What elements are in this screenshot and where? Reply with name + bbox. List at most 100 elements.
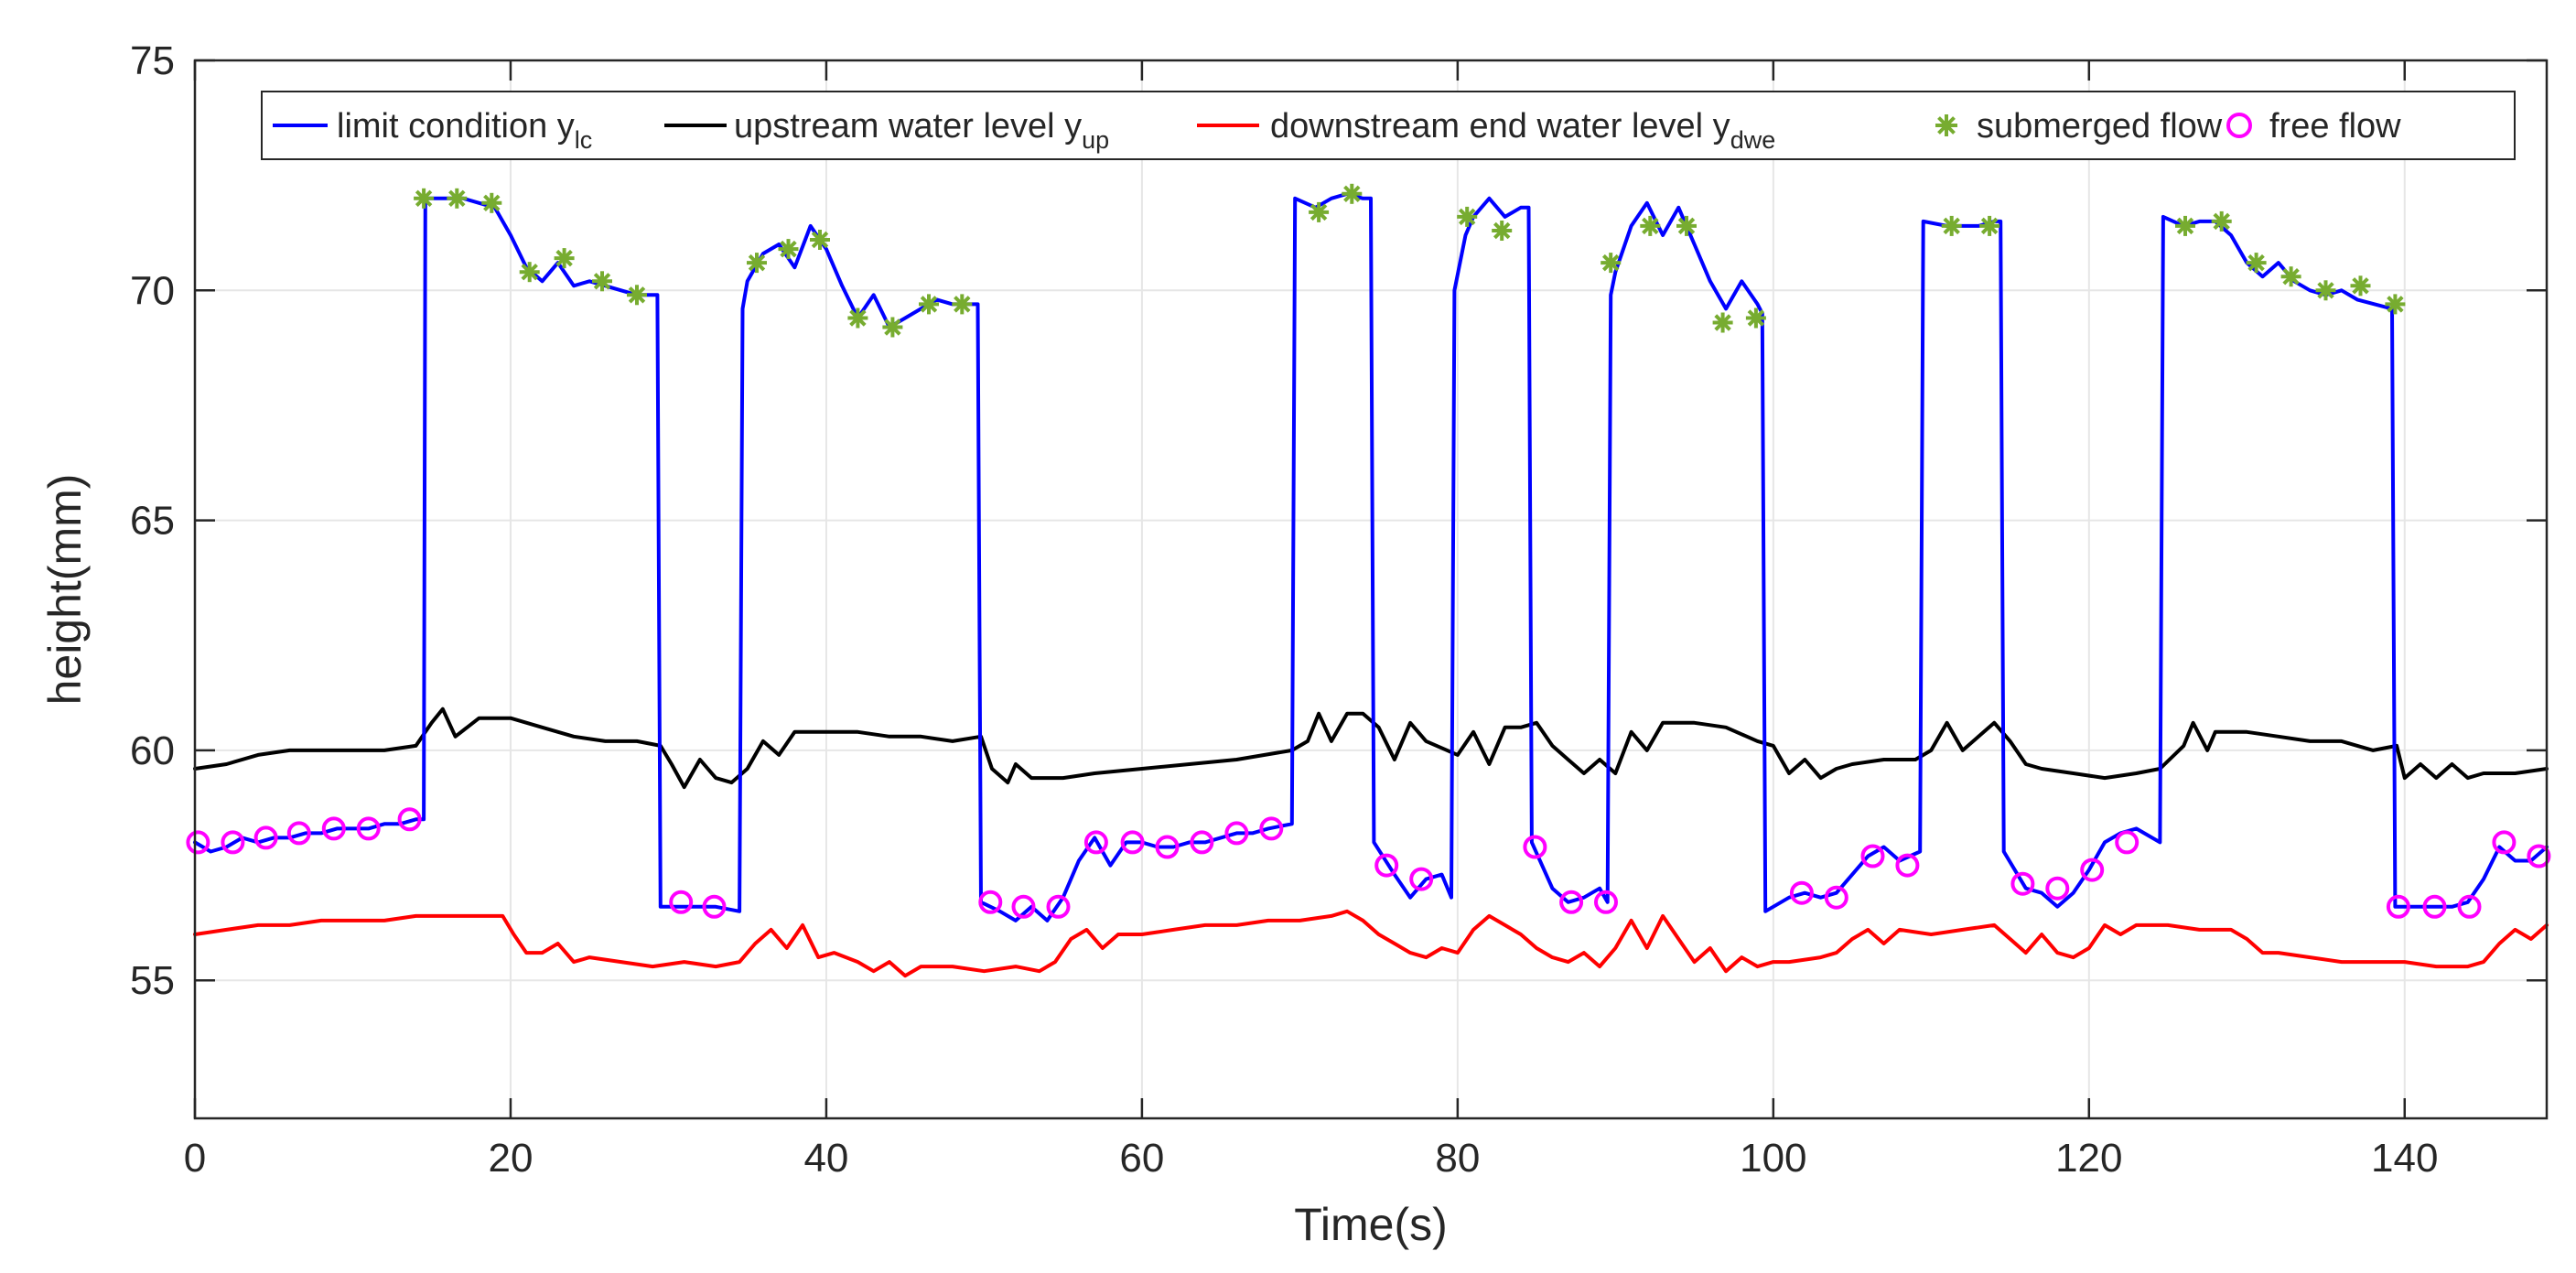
submerged-flow-marker <box>1979 215 2000 236</box>
free-flow-marker <box>1155 835 1180 859</box>
free-flow-marker <box>397 807 422 832</box>
submerged-flow-marker <box>2175 215 2195 236</box>
submerged-flow-marker <box>1601 253 1622 274</box>
legend-marker-free-flow <box>2226 113 2252 138</box>
submerged-flow-marker <box>414 188 435 209</box>
legend-marker-submerged-flow <box>1935 114 1957 136</box>
submerged-flow-marker <box>1640 215 1661 236</box>
legend-label-limit-condition-sub: lc <box>575 126 593 154</box>
free-flow-marker <box>702 894 727 919</box>
free-flow-marker <box>1860 844 1885 868</box>
submerged-flow-marker <box>847 307 868 329</box>
x-tick-label: 20 <box>488 1136 533 1181</box>
free-flow-marker <box>1824 885 1848 910</box>
submerged-flow-marker <box>481 192 502 213</box>
y-axis-title: height(mm) <box>39 474 91 706</box>
marker-layer <box>186 183 2551 919</box>
x-tick-label: 100 <box>1740 1136 1806 1181</box>
free-flow-marker <box>1594 890 1618 914</box>
free-flow-marker <box>1559 890 1584 914</box>
free-flow-marker <box>1190 830 1214 855</box>
free-flow-marker <box>1374 853 1399 878</box>
submerged-flow-marker <box>919 294 939 315</box>
submerged-flow-marker <box>519 262 540 283</box>
submerged-flow-marker <box>1457 206 1478 227</box>
free-flow-marker <box>1409 867 1434 891</box>
submerged-flow-marker <box>592 271 612 292</box>
x-tick-label: 0 <box>184 1136 206 1181</box>
submerged-flow-marker <box>447 188 468 209</box>
legend-label-downstream-main: downstream end water level y <box>1270 107 1730 146</box>
free-flow-marker <box>2010 871 2035 896</box>
submerged-flow-marker <box>1342 183 1363 204</box>
legend: limit condition ylc upstream water level… <box>261 91 2516 160</box>
x-axis-title: Time(s) <box>1294 1199 1448 1250</box>
x-tick-label: 140 <box>2371 1136 2438 1181</box>
submerged-flow-marker <box>2385 294 2406 315</box>
free-flow-marker <box>253 825 278 850</box>
legend-label-limit-condition-main: limit condition y <box>337 107 575 146</box>
free-flow-marker <box>669 890 694 914</box>
legend-box <box>261 91 2516 160</box>
y-tick-label: 60 <box>130 728 175 773</box>
free-flow-marker <box>1011 894 1036 919</box>
submerged-flow-marker <box>2350 275 2371 297</box>
legend-label-downstream: downstream end water level ydwe <box>1270 107 1775 154</box>
x-tick-label: 60 <box>1119 1136 1164 1181</box>
submerged-flow-marker <box>1676 215 1697 236</box>
free-flow-marker <box>1523 835 1547 859</box>
submerged-flow-marker <box>627 285 647 306</box>
submerged-flow-marker <box>2246 253 2267 274</box>
submerged-flow-marker <box>952 294 973 315</box>
submerged-flow-marker <box>747 253 767 274</box>
free-flow-marker <box>221 830 245 855</box>
x-tick-label: 120 <box>2055 1136 2122 1181</box>
submerged-flow-marker <box>1712 312 1733 333</box>
legend-label-downstream-sub: dwe <box>1730 126 1776 154</box>
submerged-flow-marker <box>1492 221 1513 241</box>
free-flow-marker <box>2457 894 2482 919</box>
free-flow-marker <box>978 890 1003 914</box>
submerged-flow-marker <box>1745 307 1766 329</box>
legend-label-upstream-sub: up <box>1082 126 1109 154</box>
free-flow-marker <box>1789 880 1814 905</box>
ticks <box>193 59 2547 1118</box>
free-flow-marker <box>2386 894 2410 919</box>
free-flow-marker <box>2045 876 2070 901</box>
legend-label-limit-condition: limit condition ylc <box>337 107 592 154</box>
free-flow-marker <box>1224 821 1249 846</box>
free-flow-marker <box>356 816 381 841</box>
submerged-flow-marker <box>810 230 830 250</box>
submerged-flow-marker <box>2211 210 2232 232</box>
free-flow-marker <box>286 821 311 846</box>
submerged-flow-marker <box>554 248 575 269</box>
plot-area-border <box>193 59 2549 1120</box>
series-line-upstream <box>193 707 2549 790</box>
y-tick-label: 65 <box>130 499 175 544</box>
submerged-flow-marker <box>778 239 799 260</box>
legend-label-free-flow: free flow <box>2269 107 2401 146</box>
submerged-flow-marker <box>2280 266 2301 287</box>
free-flow-marker <box>2492 830 2517 855</box>
x-tick-label: 40 <box>803 1136 848 1181</box>
legend-label-submerged-flow: submerged flow <box>1977 107 2223 146</box>
y-tick-label: 70 <box>130 268 175 313</box>
series-line-downstream <box>193 909 2549 978</box>
x-tick-label: 80 <box>1435 1136 1480 1181</box>
free-flow-marker <box>2080 858 2105 882</box>
tick-labels: 0 20 40 60 80 100 120 140 55 60 65 70 75 <box>130 38 2438 1181</box>
y-tick-label: 75 <box>130 38 175 83</box>
free-flow-marker <box>186 830 210 855</box>
free-flow-marker <box>321 816 346 841</box>
free-flow-marker <box>1120 830 1145 855</box>
submerged-flow-marker <box>1941 215 1962 236</box>
free-flow-marker <box>1046 894 1071 919</box>
free-flow-marker <box>2527 844 2551 868</box>
submerged-flow-marker <box>1309 201 1330 222</box>
legend-label-upstream-main: upstream water level y <box>734 107 1082 146</box>
free-flow-marker <box>1895 853 1920 878</box>
free-flow-marker <box>1083 830 1108 855</box>
y-tick-label: 55 <box>130 958 175 1003</box>
free-flow-marker <box>1259 816 1284 841</box>
